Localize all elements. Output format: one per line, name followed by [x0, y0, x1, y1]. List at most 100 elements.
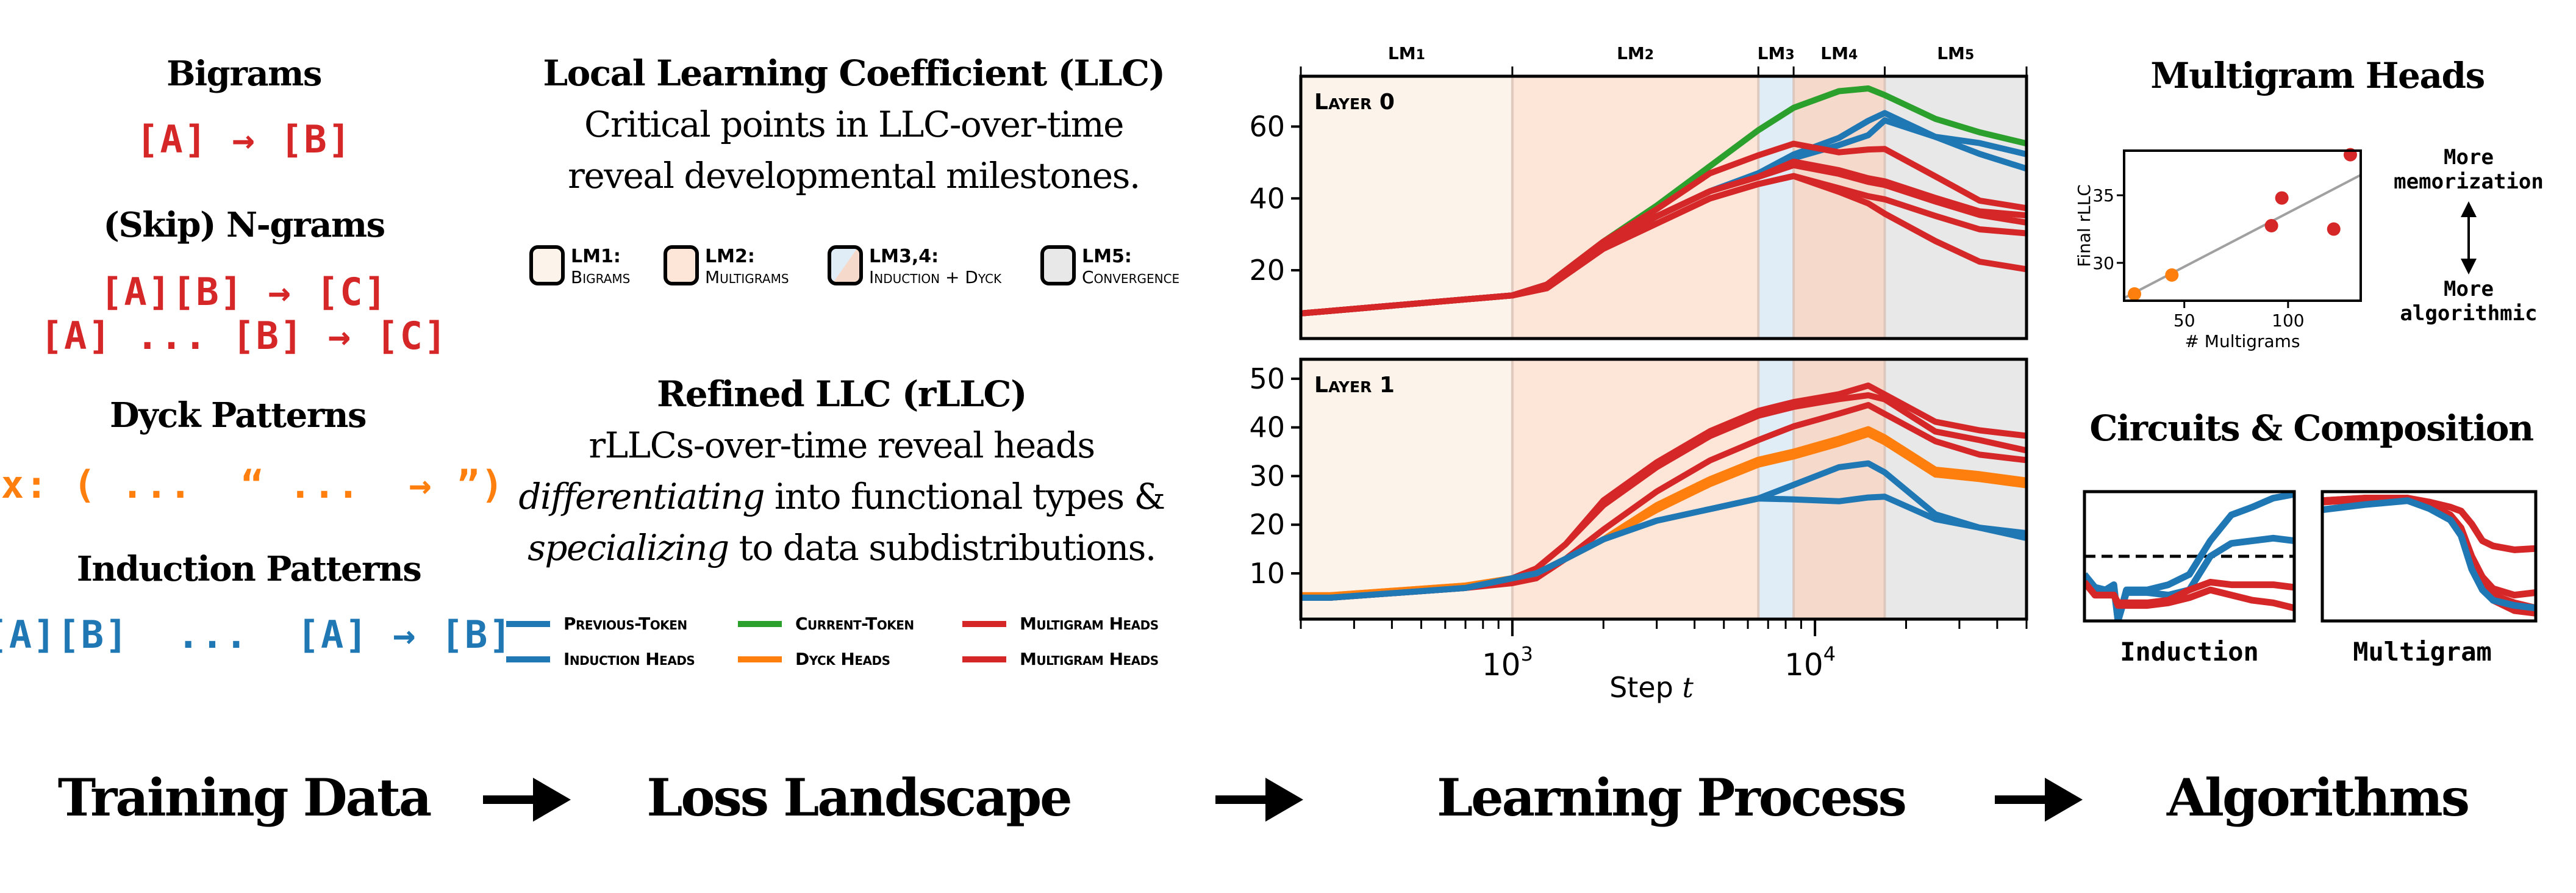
rllc-line-3-rest: to data subdistributions.	[728, 527, 1157, 568]
rllc-emphasis-specializing: specializing	[528, 527, 729, 568]
milestone-top-label: LM5	[1937, 43, 1974, 63]
stage-training-data: Training Data	[57, 767, 432, 828]
ngrams-heading: (Skip) N-grams	[103, 205, 385, 245]
x-tick-exponent: 4	[1823, 642, 1836, 665]
rllc-line-3: specializing to data subdistributions.	[528, 527, 1156, 568]
dyck-pattern: Ex: ( ... “ ... → ”)	[0, 462, 505, 507]
lm5-title: LM5:	[1082, 246, 1132, 267]
rllc-line-1: rLLCs-over-time reveal heads	[589, 425, 1095, 466]
lm1-title: LM1:	[571, 246, 621, 267]
plot-area	[2322, 495, 2536, 617]
x-axis-label: Step t	[1609, 671, 1694, 704]
ngram-pattern-1: [A][B] → [C]	[100, 270, 388, 314]
double-headed-arrow-icon	[2461, 201, 2477, 274]
y-tick-label: 60	[1249, 110, 1285, 143]
milestone-top-label: LM1	[1388, 43, 1425, 63]
plot-frame	[1299, 357, 2028, 621]
lm34-desc: Induction + Dyck	[869, 267, 1002, 287]
circuits-title: Circuits & Composition	[2089, 407, 2534, 449]
milestone-number: 5	[1965, 48, 1974, 63]
llc-line-2: reveal developmental milestones.	[568, 155, 1140, 196]
legend-current-token: Current-Token	[738, 614, 914, 634]
legend-label: Multigram Heads	[1020, 649, 1159, 669]
circuit-label-multigram: Multigram	[2353, 637, 2492, 667]
scatter-point	[2128, 287, 2142, 301]
milestone-number: 3	[1785, 48, 1794, 63]
lm2-swatch	[664, 245, 699, 285]
y-tick-label: 30	[1249, 459, 1285, 492]
plot-frame	[2083, 490, 2296, 623]
legend-label: Multigram Heads	[1020, 614, 1159, 634]
milestone-band-lm1	[1301, 359, 1512, 619]
legend-swatch	[738, 620, 782, 627]
rllc-emphasis-differentiating: differentiating	[518, 476, 765, 517]
milestone-top-label: LM2	[1617, 43, 1654, 63]
stage-loss-landscape: Loss Landscape	[646, 767, 1072, 828]
legend-dyck-heads: Dyck Heads	[738, 649, 890, 669]
plot-frame	[2320, 490, 2538, 623]
lm2-title: LM2:	[705, 246, 755, 267]
milestone-band-lm2	[1512, 76, 1759, 339]
fit-line	[2123, 174, 2361, 299]
legend-swatch	[506, 620, 550, 627]
scatter-point	[2275, 191, 2289, 205]
x-axis-variable: t	[1682, 671, 1694, 704]
legend-label: Induction Heads	[564, 649, 695, 669]
legend-label: Dyck Heads	[795, 649, 890, 669]
y-tick-label: 35	[2092, 185, 2114, 206]
chart-layer1: Layer 1 10 20 30 40 50 103 104 Step t	[1249, 357, 2028, 704]
more-algorithmic-label: More algorithmic	[2400, 277, 2537, 326]
scatter-point	[2327, 222, 2341, 236]
stage-algorithms: Algorithms	[2166, 767, 2470, 828]
lm34-label: LM3,4: Induction + Dyck	[869, 246, 1001, 287]
right-arrow-icon	[1995, 778, 2083, 822]
lm5-label: LM5: Convergence	[1082, 246, 1179, 287]
scatter-point	[2264, 219, 2278, 232]
layer-label: Layer 1	[1314, 373, 1395, 398]
lm5-swatch	[1040, 245, 1076, 285]
series-line-multigram-5	[1300, 173, 2027, 317]
x-tick-label: 100	[2272, 310, 2304, 331]
legend-label: Previous-Token	[564, 614, 687, 634]
more-algorithmic-line-2: algorithmic	[2400, 301, 2538, 326]
more-memorization-line-1: More	[2444, 145, 2494, 170]
series-line-multigram-b	[2084, 579, 2294, 612]
layer-label: Layer 0	[1314, 90, 1395, 115]
scatter-point	[2165, 268, 2179, 282]
x-tick-label: 103	[1482, 642, 1533, 683]
lm1-desc: Bigrams	[571, 267, 631, 287]
legend-multigram-heads-1: Multigram Heads	[962, 614, 1159, 634]
induction-pattern: [A][B] ... [A] → [B]	[0, 612, 513, 657]
legend-swatch	[738, 656, 782, 662]
milestone-band-lm1	[1301, 76, 1512, 339]
induction-heading: Induction Patterns	[76, 549, 422, 589]
rllc-line-2: differentiating into functional types &	[518, 476, 1165, 517]
series-line-previous-token	[2322, 497, 2536, 612]
llc-title: Local Learning Coefficient (LLC)	[543, 52, 1165, 94]
legend-swatch	[506, 656, 550, 662]
series-line-induction-b	[2084, 534, 2294, 621]
bigram-pattern: [A] → [B]	[136, 117, 352, 162]
rllc-line-2-rest: into functional types &	[764, 476, 1165, 517]
y-axis-label: Final rLLC	[2074, 184, 2094, 267]
plot-frame	[1299, 74, 2028, 340]
series-line-multigram-3	[1301, 402, 2027, 601]
y-tick-label: 20	[1249, 508, 1285, 541]
ngram-pattern-2: [A] ... [B] → [C]	[40, 314, 448, 358]
x-tick-label: 50	[2174, 310, 2195, 331]
lm5-desc: Convergence	[1082, 267, 1180, 287]
legend-swatch	[962, 656, 1006, 662]
milestone-top-label: LM3	[1758, 43, 1795, 63]
x-tick-exponent: 3	[1521, 642, 1533, 665]
multigram-heads-title: Multigram Heads	[2150, 55, 2485, 96]
legend-induction-heads: Induction Heads	[506, 649, 695, 669]
lm2-desc: Multigrams	[705, 267, 789, 287]
chart-multigram-scatter: 50 100 30 35 # Multigrams Final rLLC	[2074, 148, 2362, 351]
more-memorization-label: More memorization	[2394, 145, 2544, 194]
x-axis-label: # Multigrams	[2184, 331, 2300, 351]
legend-multigram-heads-2: Multigram Heads	[962, 649, 1159, 669]
plot-area	[2084, 492, 2294, 621]
milestone-band-lm2	[1512, 359, 1759, 619]
circuit-label-induction: Induction	[2120, 637, 2259, 667]
